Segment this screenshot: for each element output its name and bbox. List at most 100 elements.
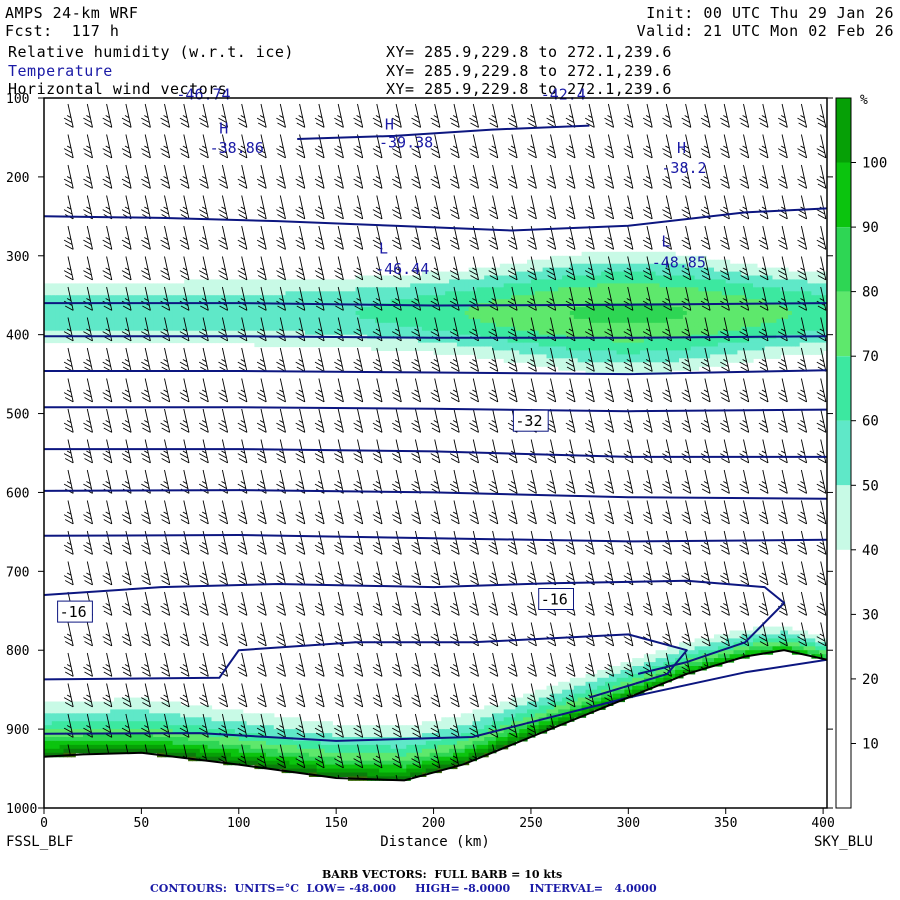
humidity-cell	[624, 322, 629, 328]
humidity-cell	[418, 322, 423, 328]
humidity-cell	[355, 279, 361, 284]
humidity-cell	[577, 346, 583, 351]
humidity-cell	[145, 705, 150, 710]
humidity-cell	[75, 713, 80, 718]
humidity-cell	[55, 303, 61, 308]
humidity-cell	[328, 725, 333, 730]
humidity-cell	[324, 303, 329, 308]
humidity-cell	[207, 748, 213, 754]
humidity-cell	[527, 275, 532, 280]
humidity-cell	[441, 318, 446, 324]
humidity-cell	[153, 717, 158, 722]
humidity-cell	[515, 267, 520, 273]
humidity-cell	[499, 350, 505, 355]
humidity-cell	[386, 342, 392, 348]
humidity-cell	[149, 733, 154, 738]
humidity-cell	[453, 326, 458, 332]
humidity-cell	[534, 721, 540, 726]
humidity-cell	[118, 713, 123, 718]
humidity-cell	[246, 314, 252, 320]
humidity-cell	[363, 725, 368, 730]
humidity-cell	[456, 299, 462, 304]
humidity-cell	[421, 322, 427, 328]
humidity-cell	[266, 725, 271, 730]
humidity-cell	[488, 314, 493, 320]
humidity-cell	[379, 342, 384, 348]
humidity-cell	[347, 729, 353, 734]
humidity-cell	[215, 740, 220, 746]
humidity-cell	[277, 291, 283, 296]
humidity-cell	[59, 338, 65, 344]
humidity-cell	[534, 705, 540, 710]
humidity-cell	[102, 326, 107, 332]
humidity-cell	[495, 322, 501, 328]
humidity-cell	[312, 760, 318, 766]
humidity-cell	[133, 733, 139, 738]
humidity-cell	[180, 287, 185, 292]
humidity-cell	[542, 275, 548, 280]
humidity-cell	[484, 342, 489, 348]
humidity-cell	[145, 697, 150, 703]
humidity-cell	[620, 362, 625, 367]
humidity-cell	[98, 287, 103, 292]
humidity-cell	[215, 318, 220, 324]
humidity-cell	[464, 291, 470, 296]
humidity-cell	[94, 283, 100, 288]
humidity-cell	[460, 748, 466, 754]
humidity-cell	[624, 251, 629, 257]
humidity-cell	[382, 725, 388, 730]
humidity-cell	[585, 326, 590, 332]
humidity-cell	[59, 737, 65, 742]
humidity-cell	[605, 251, 610, 257]
humidity-cell	[402, 291, 407, 296]
humidity-cell	[554, 271, 559, 277]
humidity-cell	[129, 326, 135, 332]
humidity-cell	[281, 342, 287, 348]
humidity-cell	[215, 752, 220, 758]
humidity-cell	[137, 295, 142, 300]
humidity-cell	[453, 279, 458, 284]
humidity-cell	[277, 338, 283, 344]
humidity-cell	[597, 283, 602, 288]
humidity-cell	[398, 314, 403, 320]
humidity-cell	[382, 322, 388, 328]
humidity-cell	[90, 307, 96, 312]
humidity-cell	[207, 322, 213, 328]
humidity-cell	[554, 717, 559, 722]
humidity-cell	[63, 744, 68, 750]
humidity-cell	[301, 733, 306, 738]
humidity-cell	[390, 279, 396, 284]
humidity-cell	[246, 287, 252, 292]
humidity-cell	[129, 322, 135, 328]
humidity-cell	[398, 776, 403, 781]
humidity-cell	[488, 346, 493, 351]
humidity-cell	[67, 295, 72, 300]
humidity-cell	[410, 733, 415, 738]
humidity-cell	[558, 709, 563, 714]
humidity-cell	[538, 721, 544, 726]
humidity-cell	[63, 733, 68, 738]
humidity-cell	[484, 725, 489, 730]
humidity-cell	[460, 275, 466, 280]
humidity-cell	[211, 303, 216, 308]
humidity-cell	[429, 322, 435, 328]
humidity-cell	[308, 748, 314, 754]
humidity-cell	[153, 299, 158, 304]
humidity-cell	[503, 263, 509, 269]
humidity-cell	[106, 701, 111, 706]
humidity-cell	[608, 299, 614, 304]
humidity-cell	[542, 263, 548, 269]
humidity-cell	[554, 326, 559, 332]
humidity-cell	[367, 729, 372, 734]
humidity-cell	[180, 311, 185, 316]
humidity-cell	[421, 756, 427, 762]
humidity-cell	[499, 311, 505, 316]
humidity-cell	[67, 283, 72, 288]
humidity-cell	[153, 729, 158, 734]
humidity-cell	[324, 330, 329, 336]
humidity-cell	[573, 271, 579, 277]
humidity-cell	[441, 338, 446, 344]
humidity-cell	[324, 295, 329, 300]
humidity-cell	[480, 279, 485, 284]
humidity-cell	[398, 346, 403, 351]
